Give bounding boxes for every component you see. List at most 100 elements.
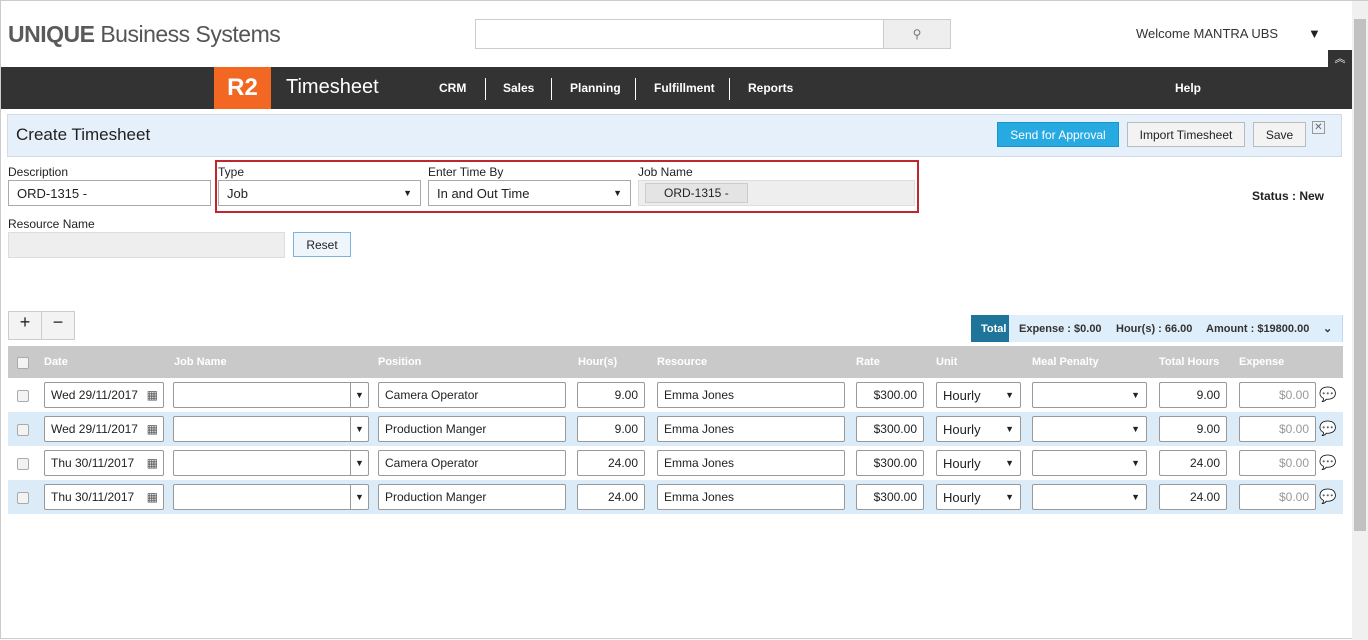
total-hours-input[interactable]: 9.00 — [1159, 382, 1227, 408]
remove-row-icon[interactable]: − — [52, 312, 64, 332]
logo: UNIQUE Business Systems — [8, 21, 281, 48]
job-name-select[interactable]: ▼ — [173, 450, 369, 476]
rate-input[interactable]: $300.00 — [856, 416, 924, 442]
total-amount: Amount : $19800.00 — [1196, 315, 1321, 342]
total-hours-input[interactable]: 9.00 — [1159, 416, 1227, 442]
dropdown-arrow-icon[interactable]: ▼ — [350, 451, 368, 475]
comment-icon[interactable]: 💬 — [1319, 488, 1337, 504]
expense-input[interactable]: $0.00 — [1239, 450, 1316, 476]
dropdown-arrow-icon: ▼ — [1005, 492, 1014, 502]
rate-input[interactable]: $300.00 — [856, 484, 924, 510]
row-checkbox[interactable] — [17, 492, 29, 504]
expense-input[interactable]: $0.00 — [1239, 382, 1316, 408]
collapse-header-icon[interactable]: ︽ — [1328, 50, 1352, 68]
nav-divider — [729, 78, 730, 100]
row-checkbox[interactable] — [17, 458, 29, 470]
table-row: Thu 30/11/2017 ▦ ▼ Camera Operator 24.00 Emma… — [8, 446, 1343, 480]
calendar-icon[interactable]: ▦ — [146, 490, 158, 504]
nav-reports[interactable]: Reports — [748, 81, 794, 95]
total-hours-input-value: 24.00 — [1189, 490, 1220, 504]
job-name-field[interactable]: ORD-1315 - — [638, 180, 915, 206]
nav-help[interactable]: Help — [1175, 81, 1202, 95]
send-for-approval-button[interactable]: Send for Approval — [997, 122, 1119, 147]
nav-crm[interactable]: CRM — [439, 81, 467, 95]
date-input[interactable]: Thu 30/11/2017 ▦ — [44, 450, 164, 476]
position-input[interactable]: Production Manger — [378, 416, 566, 442]
status-text: Status : New — [1252, 189, 1325, 203]
unit-select[interactable]: Hourly ▼ — [936, 416, 1021, 442]
column-header-meal-penalty: Meal Penalty — [1032, 356, 1099, 368]
import-timesheet-button[interactable]: Import Timesheet — [1127, 122, 1245, 147]
meal-penalty-select[interactable]: ▼ — [1032, 382, 1147, 408]
row-checkbox[interactable] — [17, 424, 29, 436]
unit-select[interactable]: Hourly ▼ — [936, 450, 1021, 476]
save-button[interactable]: Save — [1253, 122, 1306, 147]
nav-fulfillment[interactable]: Fulfillment — [654, 81, 715, 95]
dropdown-arrow-icon: ▼ — [1131, 492, 1140, 502]
dropdown-arrow-icon[interactable]: ▼ — [350, 417, 368, 441]
calendar-icon[interactable]: ▦ — [146, 388, 158, 402]
reset-button[interactable]: Reset — [293, 232, 351, 257]
date-input-value: Thu 30/11/2017 — [51, 456, 135, 470]
hours-input[interactable]: 9.00 — [577, 416, 645, 442]
meal-penalty-select[interactable]: ▼ — [1032, 450, 1147, 476]
date-input[interactable]: Thu 30/11/2017 ▦ — [44, 484, 164, 510]
add-row-icon[interactable]: + — [9, 312, 42, 339]
job-name-select[interactable]: ▼ — [173, 484, 369, 510]
expense-input[interactable]: $0.00 — [1239, 416, 1316, 442]
date-input[interactable]: Wed 29/11/2017 ▦ — [44, 382, 164, 408]
column-header-rate: Rate — [856, 356, 880, 368]
description-input[interactable]: ORD-1315 - — [8, 180, 211, 206]
search-input[interactable] — [476, 20, 883, 48]
enter-time-by-value: In and Out Time — [437, 185, 530, 201]
rate-input-value: $300.00 — [873, 388, 917, 402]
nav-sales[interactable]: Sales — [503, 81, 535, 95]
resource-name-field[interactable] — [8, 232, 285, 258]
unit-select[interactable]: Hourly ▼ — [936, 484, 1021, 510]
dropdown-arrow-icon[interactable]: ▼ — [350, 485, 368, 509]
rate-input[interactable]: $300.00 — [856, 450, 924, 476]
column-header-unit: Unit — [936, 356, 958, 368]
position-input[interactable]: Camera Operator — [378, 382, 566, 408]
hours-input[interactable]: 24.00 — [577, 450, 645, 476]
user-menu-caret-icon[interactable]: ▼ — [1308, 26, 1321, 41]
row-checkbox[interactable] — [17, 390, 29, 402]
calendar-icon[interactable]: ▦ — [146, 456, 158, 470]
date-input[interactable]: Wed 29/11/2017 ▦ — [44, 416, 164, 442]
resource-input[interactable]: Emma Jones — [657, 382, 845, 408]
search-button[interactable]: ⚲ — [883, 20, 950, 48]
comment-icon[interactable]: 💬 — [1319, 420, 1337, 436]
enter-time-by-select[interactable]: In and Out Time ▼ — [428, 180, 631, 206]
comment-icon[interactable]: 💬 — [1319, 454, 1337, 470]
comment-icon[interactable]: 💬 — [1319, 386, 1337, 402]
total-hours-input[interactable]: 24.00 — [1159, 450, 1227, 476]
dropdown-arrow-icon: ▼ — [1005, 458, 1014, 468]
unit-select[interactable]: Hourly ▼ — [936, 382, 1021, 408]
nav-planning[interactable]: Planning — [570, 81, 621, 95]
meal-penalty-select[interactable]: ▼ — [1032, 416, 1147, 442]
unit-select-value: Hourly — [943, 421, 981, 437]
hours-input[interactable]: 9.00 — [577, 382, 645, 408]
position-input[interactable]: Camera Operator — [378, 450, 566, 476]
select-all-checkbox[interactable] — [17, 357, 29, 369]
job-name-select[interactable]: ▼ — [173, 382, 369, 408]
resource-input-value: Emma Jones — [664, 456, 735, 470]
job-name-select[interactable]: ▼ — [173, 416, 369, 442]
position-input[interactable]: Production Manger — [378, 484, 566, 510]
resource-input[interactable]: Emma Jones — [657, 484, 845, 510]
rate-input[interactable]: $300.00 — [856, 382, 924, 408]
page-title: Create Timesheet — [16, 125, 151, 144]
type-select[interactable]: Job ▼ — [218, 180, 421, 206]
expand-totals-icon[interactable]: ⌄ — [1315, 315, 1343, 342]
calendar-icon[interactable]: ▦ — [146, 422, 158, 436]
total-hours-input-value: 24.00 — [1189, 456, 1220, 470]
total-hours-input[interactable]: 24.00 — [1159, 484, 1227, 510]
scrollbar-thumb[interactable] — [1354, 19, 1366, 531]
resource-input[interactable]: Emma Jones — [657, 450, 845, 476]
hours-input[interactable]: 24.00 — [577, 484, 645, 510]
expense-input[interactable]: $0.00 — [1239, 484, 1316, 510]
close-icon[interactable]: ✕ — [1312, 121, 1325, 134]
resource-input[interactable]: Emma Jones — [657, 416, 845, 442]
meal-penalty-select[interactable]: ▼ — [1032, 484, 1147, 510]
dropdown-arrow-icon[interactable]: ▼ — [350, 383, 368, 407]
